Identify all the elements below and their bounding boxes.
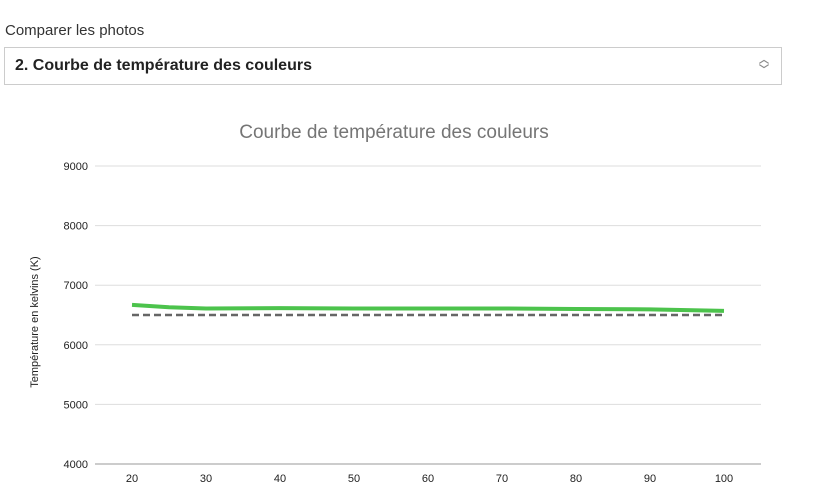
select-value: 2. Courbe de température des couleurs <box>15 57 312 74</box>
x-tick-label: 80 <box>570 473 582 485</box>
chart-title: Courbe de température des couleurs <box>239 122 548 143</box>
x-tick-label: 70 <box>496 473 508 485</box>
x-tick-label: 30 <box>200 473 212 485</box>
y-tick-label: 7000 <box>64 280 88 292</box>
y-tick-label: 8000 <box>64 221 88 233</box>
y-tick-label: 6000 <box>64 340 88 352</box>
x-tick-label: 20 <box>126 473 138 485</box>
y-tick-label: 5000 <box>64 399 88 411</box>
compare-label: Comparer les photos <box>5 22 145 39</box>
chevron-up-down-icon: ︿ ﹀ <box>759 55 769 76</box>
x-tick-label: 90 <box>644 473 656 485</box>
series-line-0 <box>131 302 725 313</box>
x-tick-label: 100 <box>715 473 733 485</box>
x-tick-label: 60 <box>422 473 434 485</box>
x-tick-label: 40 <box>274 473 286 485</box>
x-tick-label: 50 <box>348 473 360 485</box>
y-tick-label: 4000 <box>64 459 88 471</box>
y-tick-label: 9000 <box>64 161 88 173</box>
chart-select[interactable]: 2. Courbe de température des couleurs ︿ ﹀ <box>4 47 782 85</box>
y-axis-label: Température en kelvins (K) <box>29 256 41 387</box>
